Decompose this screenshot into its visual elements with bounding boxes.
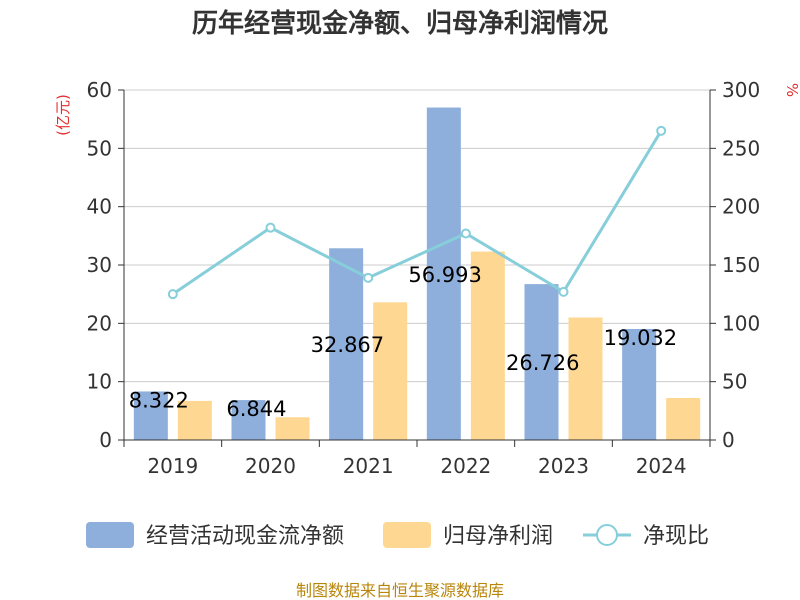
ratio-point bbox=[167, 289, 178, 300]
ratio-point bbox=[460, 228, 471, 239]
legend-label-ratio: 净现比 bbox=[643, 524, 709, 549]
profit-bar bbox=[177, 400, 212, 440]
x-tick-label: 2020 bbox=[245, 454, 296, 478]
x-tick-label: 2022 bbox=[440, 454, 491, 478]
data-labels: 8.322 6.844 32.867 56.993 26.726 19.032 bbox=[129, 263, 677, 421]
bars bbox=[133, 107, 701, 440]
profit-bar bbox=[373, 302, 408, 440]
profit-bar bbox=[666, 398, 701, 440]
right-tick-label: 300 bbox=[722, 78, 760, 102]
right-tick-label: 50 bbox=[722, 370, 747, 394]
cashflow-bar bbox=[133, 391, 168, 440]
legend-label-profit: 归母净利润 bbox=[443, 524, 553, 549]
cashflow-bar bbox=[426, 107, 461, 440]
right-tick-label: 200 bbox=[722, 195, 760, 219]
cashflow-bar bbox=[329, 248, 364, 440]
legend-swatch-cashflow bbox=[86, 522, 134, 548]
profit-bar bbox=[470, 251, 505, 440]
ratio-line bbox=[167, 125, 667, 300]
left-axis-unit: (亿元) bbox=[54, 94, 72, 136]
right-tick-label: 0 bbox=[722, 428, 735, 452]
ratio-point bbox=[656, 125, 667, 136]
cashflow-data-label: 56.993 bbox=[408, 263, 481, 287]
legend-marker-ratio bbox=[596, 524, 618, 546]
left-tick-label: 0 bbox=[99, 428, 112, 452]
legend-label-cashflow: 经营活动现金流净额 bbox=[146, 524, 344, 549]
grid bbox=[124, 89, 710, 383]
right-tick-label: 100 bbox=[722, 311, 760, 335]
profit-bar bbox=[568, 317, 603, 440]
x-tick-label: 2021 bbox=[343, 454, 394, 478]
right-tick-label: 150 bbox=[722, 253, 760, 277]
x-tick-label: 2023 bbox=[538, 454, 589, 478]
left-tick-label: 60 bbox=[87, 78, 112, 102]
legend-item-ratio[interactable]: 净现比 bbox=[583, 524, 709, 549]
cashflow-bar bbox=[524, 284, 559, 440]
legend-swatch-profit bbox=[383, 522, 431, 548]
cashflow-data-label: 19.032 bbox=[604, 326, 677, 350]
ratio-point bbox=[265, 222, 276, 233]
left-tick-label: 50 bbox=[87, 136, 112, 160]
right-axis-unit: % bbox=[783, 83, 800, 97]
profit-bar bbox=[275, 417, 310, 440]
right-tick-label: 250 bbox=[722, 136, 760, 160]
legend: 经营活动现金流净额 归母净利润 净现比 bbox=[86, 522, 709, 549]
left-tick-label: 30 bbox=[87, 253, 112, 277]
left-tick-label: 20 bbox=[87, 311, 112, 335]
left-tick-label: 40 bbox=[87, 195, 112, 219]
cashflow-data-label: 26.726 bbox=[506, 351, 579, 375]
cashflow-data-label: 6.844 bbox=[226, 397, 286, 421]
x-tick-label: 2024 bbox=[636, 454, 687, 478]
cashflow-data-label: 32.867 bbox=[311, 333, 384, 357]
cashflow-bar bbox=[231, 400, 266, 440]
left-tick-label: 10 bbox=[87, 370, 112, 394]
legend-item-cashflow[interactable]: 经营活动现金流净额 bbox=[86, 522, 344, 549]
ratio-point bbox=[558, 286, 569, 297]
legend-item-profit[interactable]: 归母净利润 bbox=[383, 522, 553, 549]
ratio-point bbox=[363, 272, 374, 283]
cashflow-bar bbox=[622, 328, 657, 440]
chart-title: 历年经营现金净额、归母净利润情况 bbox=[192, 8, 608, 39]
axes: 0 10 20 30 40 50 60 0 50 100 150 200 250 300 2019 2020 2… bbox=[87, 78, 761, 478]
source-note: 制图数据来自恒生聚源数据库 bbox=[296, 581, 504, 600]
ratio-line-path bbox=[171, 130, 663, 296]
x-tick-label: 2019 bbox=[147, 454, 198, 478]
cashflow-data-label: 8.322 bbox=[129, 388, 189, 412]
